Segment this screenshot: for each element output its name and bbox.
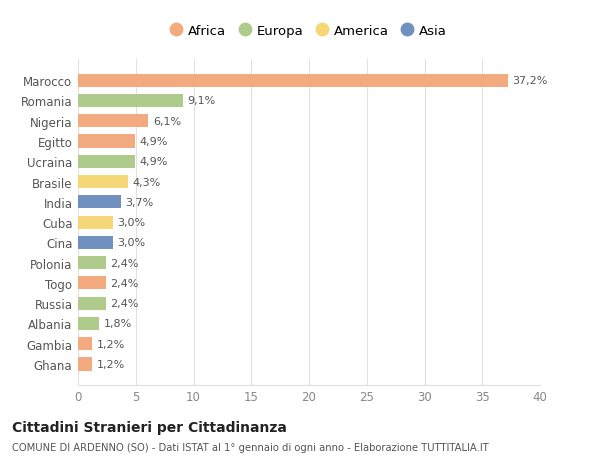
Text: 2,4%: 2,4% [110,258,139,268]
Legend: Africa, Europa, America, Asia: Africa, Europa, America, Asia [167,21,451,42]
Bar [78,317,99,330]
Text: 4,3%: 4,3% [132,177,161,187]
Bar [78,297,106,310]
Bar [78,337,92,351]
Text: COMUNE DI ARDENNO (SO) - Dati ISTAT al 1° gennaio di ogni anno - Elaborazione TU: COMUNE DI ARDENNO (SO) - Dati ISTAT al 1… [12,442,489,452]
Text: 37,2%: 37,2% [512,76,548,86]
Bar [78,95,183,108]
Text: 1,2%: 1,2% [97,339,125,349]
Bar [78,236,113,249]
Text: 2,4%: 2,4% [110,278,139,288]
Text: 9,1%: 9,1% [188,96,216,106]
Text: 2,4%: 2,4% [110,298,139,308]
Bar [78,277,106,290]
Text: 1,8%: 1,8% [103,319,131,329]
Text: 3,0%: 3,0% [117,218,145,228]
Bar [78,115,148,128]
Bar [78,216,113,229]
Bar [78,257,106,269]
Text: 4,9%: 4,9% [139,157,167,167]
Text: 1,2%: 1,2% [97,359,125,369]
Bar [78,358,92,371]
Text: 6,1%: 6,1% [153,117,181,127]
Text: 3,0%: 3,0% [117,238,145,248]
Text: 4,9%: 4,9% [139,137,167,147]
Bar [78,176,128,189]
Bar [78,156,134,168]
Text: 3,7%: 3,7% [125,197,154,207]
Bar [78,135,134,148]
Bar [78,196,121,209]
Text: Cittadini Stranieri per Cittadinanza: Cittadini Stranieri per Cittadinanza [12,420,287,434]
Bar [78,74,508,88]
